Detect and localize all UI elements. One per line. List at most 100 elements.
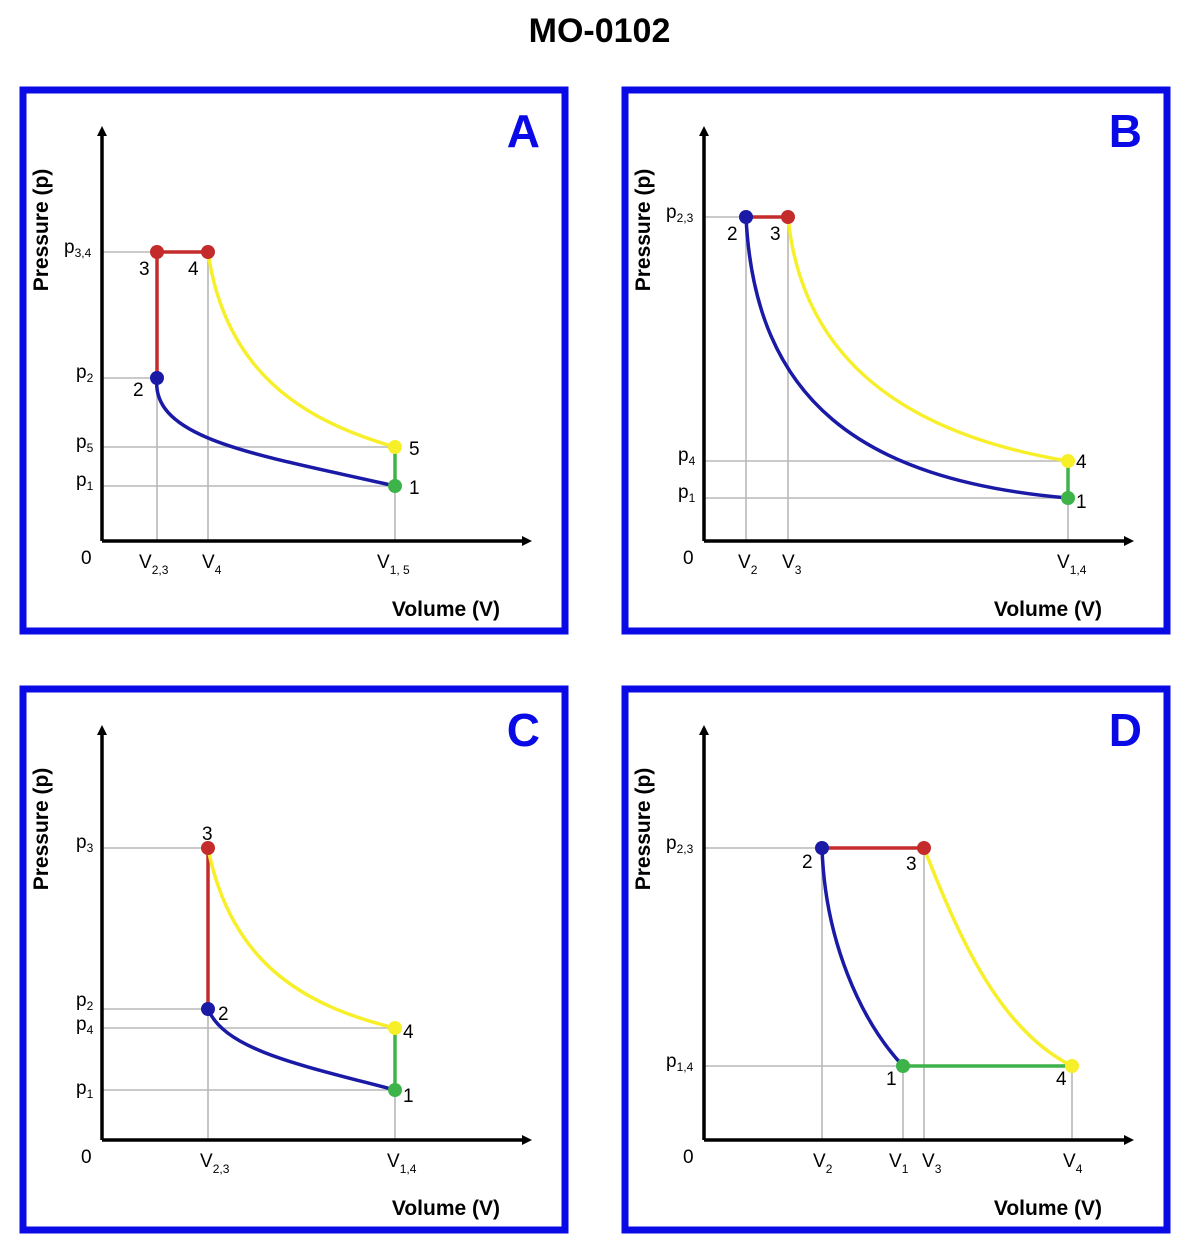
panel-a-point-4-dot — [201, 245, 215, 259]
panel-a-ytick-p2: p2 — [76, 362, 94, 385]
panel-d-xtick-v2: V2 — [813, 1151, 833, 1176]
panel-c-grid-h — [102, 847, 395, 1091]
panel-c-frame — [19, 685, 569, 1234]
panel-a-ytick-p34: p3,4 — [64, 237, 92, 260]
panel-b-grid-h — [704, 216, 1068, 499]
panel-d-origin: 0 — [683, 1147, 694, 1168]
panel-a-point-2-label: 2 — [133, 380, 144, 401]
panel-b-point-3-dot — [781, 210, 795, 224]
panel-d-y-title: Pressure (p) — [632, 768, 655, 891]
panel-d-frame — [621, 685, 1171, 1234]
panel-a-ytick-p1: p1 — [76, 470, 94, 493]
panel-b-ytick-p23: p2,3 — [666, 202, 694, 225]
panel-c: C 3 2 4 1 p3 p2 p4 p1 0 V2,3 V1,4 Volume… — [19, 685, 569, 1234]
panel-c-point-4-label: 4 — [403, 1022, 414, 1043]
panel-a-yellow-path — [206, 251, 396, 449]
panel-d-ytick-p23: p2,3 — [666, 833, 694, 856]
panel-a-origin: 0 — [81, 548, 92, 569]
panel-a: A 3 4 2 5 1 p3,4 p2 p5 p1 0 V2,3 V4 V1, … — [19, 86, 569, 635]
panel-c-point-4-dot — [388, 1021, 402, 1035]
panel-a-point-1-dot — [388, 479, 402, 493]
panel-d-letter: D — [1109, 704, 1142, 756]
panel-a-xtick-v15: V1, 5 — [377, 552, 410, 577]
panel-d-grid-v — [821, 848, 1073, 1140]
panel-c-ytick-p1: p1 — [76, 1078, 94, 1101]
panel-d-point-3-dot — [917, 841, 931, 855]
panel-b-point-3-label: 3 — [770, 224, 781, 245]
panel-b-ytick-p1: p1 — [678, 482, 696, 505]
panel-a-red-path — [155, 250, 208, 378]
panel-b-xtick-v14: V1,4 — [1057, 552, 1087, 577]
panel-d-xtick-v1: V1 — [889, 1151, 909, 1176]
panel-b-yellow-path — [786, 216, 1069, 463]
panel-c-grid-v — [207, 848, 396, 1140]
panel-a-point-1-label: 1 — [409, 478, 420, 499]
panel-b-blue-path — [744, 216, 1069, 500]
panel-a-grid-v — [156, 252, 396, 541]
panel-d-xtick-v4: V4 — [1063, 1151, 1083, 1176]
panel-a-letter: A — [507, 105, 540, 157]
panel-c-blue-path — [206, 1008, 396, 1092]
panel-a-xtick-v23: V2,3 — [139, 552, 169, 577]
panel-d-point-3-label: 3 — [906, 854, 917, 875]
panel-a-point-3-dot — [150, 245, 164, 259]
panel-b-xtick-v2: V2 — [738, 552, 758, 577]
panel-b-xtick-v3: V3 — [782, 552, 802, 577]
panel-d-xtick-v3: V3 — [922, 1151, 942, 1176]
panel-c-yellow-path — [206, 847, 396, 1030]
panel-c-x-title: Volume (V) — [392, 1197, 500, 1220]
panel-b-point-1-dot — [1061, 491, 1075, 505]
panel-a-xtick-v4: V4 — [202, 552, 222, 577]
panel-d-grid-h — [704, 847, 903, 1067]
panel-c-point-1-label: 1 — [403, 1086, 414, 1107]
panel-d-point-2-label: 2 — [802, 852, 813, 873]
panel-c-y-title: Pressure (p) — [30, 768, 53, 891]
panel-a-point-4-label: 4 — [188, 259, 199, 280]
panel-c-letter: C — [507, 704, 540, 756]
panel-b-x-title: Volume (V) — [994, 598, 1102, 621]
panel-a-point-5-dot — [388, 440, 402, 454]
panel-d-ytick-p14: p1,4 — [666, 1051, 694, 1074]
panel-a-x-title: Volume (V) — [392, 598, 500, 621]
panel-c-point-3-dot — [201, 841, 215, 855]
panel-c-ytick-p3: p3 — [76, 832, 94, 855]
panel-d-x-title: Volume (V) — [994, 1197, 1102, 1220]
panel-b-point-4-label: 4 — [1076, 452, 1087, 473]
panel-a-y-title: Pressure (p) — [30, 169, 53, 292]
panel-d-blue-path — [820, 847, 905, 1068]
panel-a-point-5-label: 5 — [409, 439, 420, 460]
panel-b: B 2 3 4 1 p2,3 p4 p1 0 V2 V3 V1,4 Volume… — [621, 86, 1171, 635]
panel-b-point-1-label: 1 — [1076, 492, 1087, 513]
panel-c-ytick-p2: p2 — [76, 990, 94, 1013]
panel-a-point-2-dot — [150, 371, 164, 385]
page-title: MO-0102 — [528, 12, 671, 50]
panel-c-point-2-label: 2 — [218, 1004, 229, 1025]
panel-b-point-2-dot — [739, 210, 753, 224]
panel-b-y-title: Pressure (p) — [632, 169, 655, 292]
panel-a-point-3-label: 3 — [139, 259, 150, 280]
panel-c-point-1-dot — [388, 1083, 402, 1097]
panel-a-frame — [19, 86, 569, 635]
panel-d-point-4-label: 4 — [1056, 1069, 1067, 1090]
panel-b-origin: 0 — [683, 548, 694, 569]
panel-d-point-1-dot — [896, 1059, 910, 1073]
panel-a-blue-path — [155, 377, 396, 488]
panel-c-origin: 0 — [81, 1147, 92, 1168]
panel-d: D 2 3 1 4 p2,3 p1,4 0 V2 V1 V3 V4 Volume… — [621, 685, 1171, 1234]
panel-b-letter: B — [1109, 105, 1142, 157]
panel-a-ytick-p5: p5 — [76, 432, 94, 455]
panel-a-grid-h — [102, 251, 395, 487]
panel-c-point-3-label: 3 — [202, 824, 213, 845]
panel-c-xtick-v14: V1,4 — [387, 1151, 417, 1176]
panel-c-xtick-v23: V2,3 — [200, 1151, 230, 1176]
panel-d-point-1-label: 1 — [886, 1069, 897, 1090]
panel-b-frame — [621, 86, 1171, 635]
panel-c-point-2-dot — [201, 1002, 215, 1016]
panel-d-yellow-path — [922, 847, 1073, 1068]
panel-d-point-2-dot — [815, 841, 829, 855]
panel-b-point-4-dot — [1061, 454, 1075, 468]
panel-b-point-2-label: 2 — [727, 224, 738, 245]
panel-c-ytick-p4: p4 — [76, 1014, 94, 1037]
panel-d-point-4-dot — [1065, 1059, 1079, 1073]
